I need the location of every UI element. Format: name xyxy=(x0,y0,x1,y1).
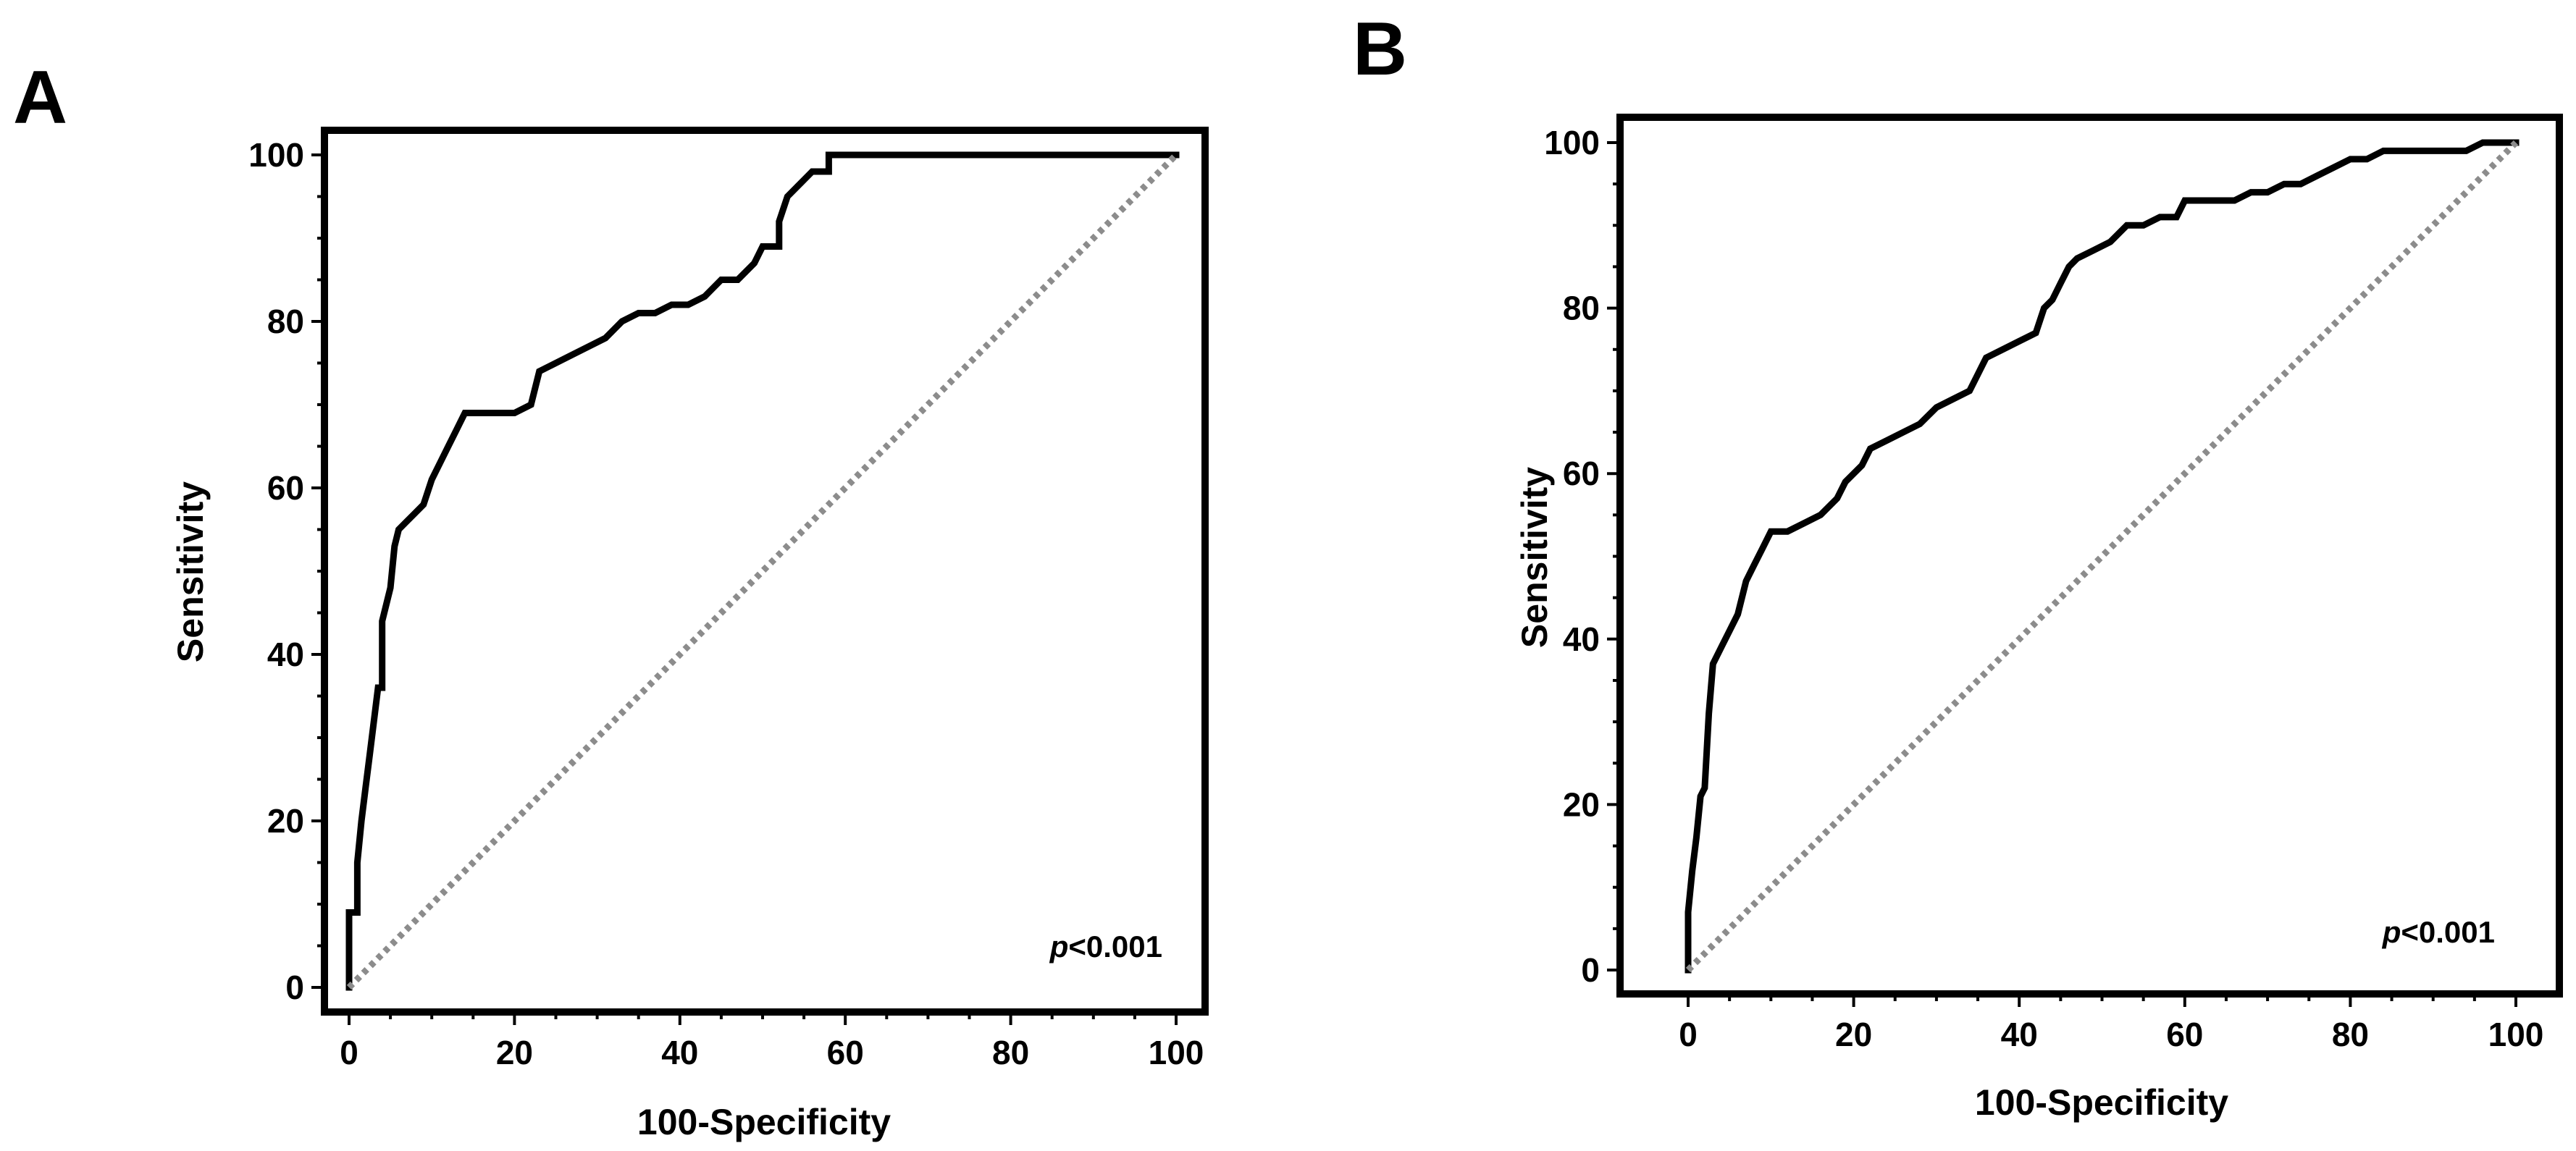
y-axis-title: Sensitivity xyxy=(1514,467,1555,648)
x-axis-title: 100-Specificity xyxy=(1975,1082,2228,1123)
y-tick-label: 60 xyxy=(267,469,304,507)
y-tick-label: 40 xyxy=(1563,620,1600,658)
panel-letter: B xyxy=(1353,7,1407,91)
y-tick-label: 80 xyxy=(267,303,304,340)
p-value-symbol: p xyxy=(1049,929,1069,964)
x-tick-label: 20 xyxy=(496,1034,533,1071)
x-tick-label: 80 xyxy=(2332,1016,2369,1053)
x-tick-label: 100 xyxy=(2488,1016,2544,1053)
roc-curve-line xyxy=(1685,139,2520,974)
x-tick-label: 60 xyxy=(827,1034,864,1071)
roc-curve-line xyxy=(345,151,1180,991)
x-tick-label: 40 xyxy=(661,1034,698,1071)
y-axis-title: Sensitivity xyxy=(170,481,211,662)
p-value-annotation: p<0.001 xyxy=(2382,915,2495,949)
p-value-text: <0.001 xyxy=(2401,915,2495,949)
x-tick-label: 0 xyxy=(340,1034,358,1071)
p-value-symbol: p xyxy=(2382,915,2401,949)
x-tick-label: 100 xyxy=(1149,1034,1204,1071)
reference-diagonal-line xyxy=(346,152,1179,990)
y-tick-label: 100 xyxy=(248,136,304,174)
x-tick-label: 80 xyxy=(992,1034,1029,1071)
x-tick-label: 40 xyxy=(2001,1016,2038,1053)
panel-b: B 0 20 40 60 80 100 0 20 40 60 80 100 Sensitivity 100-… xyxy=(1353,7,2563,1123)
y-tick-label: 60 xyxy=(1563,455,1600,492)
p-value-annotation: p<0.001 xyxy=(1049,929,1162,964)
y-tick-label: 20 xyxy=(1563,785,1600,823)
x-tick-label: 20 xyxy=(1835,1016,1872,1053)
panel-a: A 0 20 40 60 80 100 0 20 40 60 80 100 Sensitivity 100-… xyxy=(13,56,1209,1142)
panel-letter: A xyxy=(13,56,67,140)
y-tick-label: 100 xyxy=(1544,124,1600,161)
x-tick-label: 0 xyxy=(1679,1016,1698,1053)
p-value-text: <0.001 xyxy=(1068,929,1162,964)
y-tick-label: 40 xyxy=(267,636,304,673)
y-tick-label: 20 xyxy=(267,802,304,840)
x-axis-title: 100-Specificity xyxy=(637,1102,891,1142)
x-tick-label: 60 xyxy=(2166,1016,2203,1053)
y-tick-label: 0 xyxy=(1581,951,1600,989)
reference-diagonal-line xyxy=(1685,140,2519,973)
y-tick-label: 0 xyxy=(285,969,304,1006)
y-tick-label: 80 xyxy=(1563,290,1600,327)
